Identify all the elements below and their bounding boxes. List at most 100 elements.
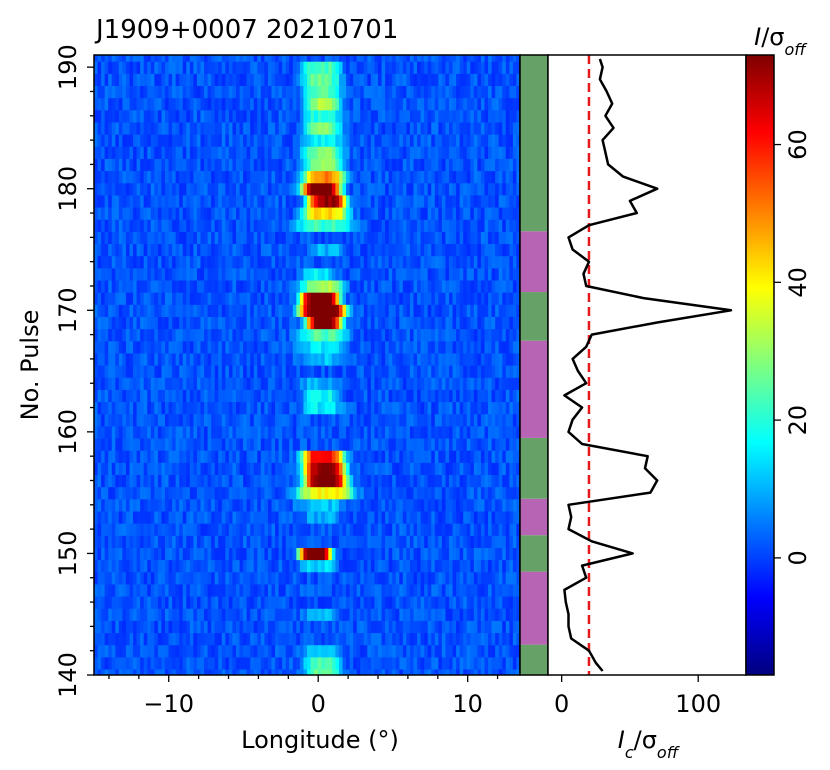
heatmap-cell [278, 170, 283, 184]
heatmap-cell [328, 267, 333, 281]
heatmap-cell [165, 510, 170, 524]
heatmap-cell [378, 328, 383, 342]
heatmap-cell [94, 206, 99, 220]
heatmap-cell [118, 401, 123, 415]
heatmap-cell [228, 304, 234, 317]
heatmap-cell [349, 462, 354, 476]
heatmap-cell [271, 219, 276, 232]
heatmap-cell [509, 255, 514, 269]
heatmap-cell [409, 243, 415, 257]
heatmap-cell [378, 595, 383, 609]
heatmap-cell [456, 547, 461, 561]
heatmap-cell [374, 510, 379, 524]
heatmap-cell [133, 523, 138, 536]
heatmap-cell [413, 279, 418, 293]
heatmap-cell [214, 437, 219, 451]
heatmap-cell [168, 292, 173, 305]
heatmap-cell [470, 413, 475, 427]
heatmap-cell [402, 292, 407, 305]
heatmap-cell [441, 231, 447, 245]
heatmap-cell [381, 182, 386, 196]
heatmap-cell [417, 194, 422, 208]
heatmap-cell [289, 523, 294, 536]
heatmap-cell [218, 535, 223, 548]
heatmap-cell [505, 595, 510, 609]
heatmap-cell [324, 510, 329, 524]
heatmap-cell [480, 571, 486, 585]
heatmap-cell [488, 292, 493, 305]
heatmap-cell [285, 389, 290, 403]
heatmap-cell [271, 279, 276, 293]
heatmap-cell [502, 668, 507, 675]
heatmap-cell [424, 377, 429, 390]
heatmap-cell [509, 535, 514, 548]
heatmap-cell [473, 316, 478, 330]
heatmap-cell [509, 219, 514, 232]
heatmap-cell [125, 437, 131, 451]
heatmap-cell [438, 267, 443, 281]
heatmap-cell [125, 365, 131, 378]
heatmap-cell [335, 583, 340, 597]
heatmap-cell [292, 656, 297, 670]
heatmap-cell [307, 206, 312, 220]
heatmap-cell [161, 462, 166, 476]
heatmap-cell [125, 413, 131, 427]
heatmap-cell [189, 510, 194, 524]
heatmap-cell [228, 389, 234, 403]
heatmap-cell [196, 401, 202, 415]
heatmap-cell [204, 632, 209, 646]
heatmap-cell [189, 304, 194, 317]
heatmap-cell [129, 292, 134, 305]
heatmap-cell [218, 498, 223, 512]
heatmap-cell [168, 170, 173, 184]
heatmap-cell [108, 413, 113, 427]
heatmap-cell [140, 413, 145, 427]
heatmap-cell [101, 389, 106, 403]
heatmap-cell [512, 620, 518, 634]
heatmap-cell [189, 425, 194, 439]
heatmap-cell [441, 620, 447, 634]
heatmap-cell [495, 328, 500, 342]
heatmap-cell [307, 413, 312, 427]
heatmap-cell [427, 656, 432, 670]
heatmap-cell [512, 279, 518, 293]
heatmap-cell [101, 279, 106, 293]
heatmap-cell [101, 462, 106, 476]
heatmap-cell [488, 243, 493, 257]
heatmap-cell [207, 255, 212, 269]
heatmap-cell [278, 304, 283, 317]
heatmap-cell [438, 620, 443, 634]
heatmap-cell [94, 595, 99, 609]
heatmap-cell [140, 352, 145, 366]
heatmap-cell [143, 474, 148, 488]
heatmap-cell [388, 255, 393, 269]
heatmap-cell [413, 632, 418, 646]
heatmap-cell [257, 486, 262, 500]
heatmap-cell [463, 608, 468, 621]
heatmap-cell [484, 255, 489, 269]
heatmap-cell [97, 255, 102, 269]
heatmap-cell [260, 365, 265, 378]
heatmap-cell [108, 279, 113, 293]
heatmap-cell [378, 401, 383, 415]
heatmap-cell [378, 523, 383, 536]
heatmap-cell [385, 255, 390, 269]
heatmap-cell [505, 219, 510, 232]
heatmap-cell [509, 474, 514, 488]
heatmap-cell [175, 450, 180, 463]
heatmap-cell [502, 474, 507, 488]
heatmap-cell [143, 583, 148, 597]
heatmap-cell [267, 474, 273, 488]
heatmap-cell [367, 474, 372, 488]
heatmap-cell [136, 389, 141, 403]
heatmap-cell [264, 644, 269, 658]
heatmap-cell [154, 377, 159, 390]
heatmap-cell [360, 389, 365, 403]
heatmap-cell [200, 547, 205, 561]
heatmap-cell [502, 279, 507, 293]
heatmap-cell [370, 523, 376, 536]
heatmap-cell [505, 571, 510, 585]
heatmap-cell [434, 304, 439, 317]
heatmap-cell [97, 656, 102, 670]
heatmap-cell [154, 365, 159, 378]
